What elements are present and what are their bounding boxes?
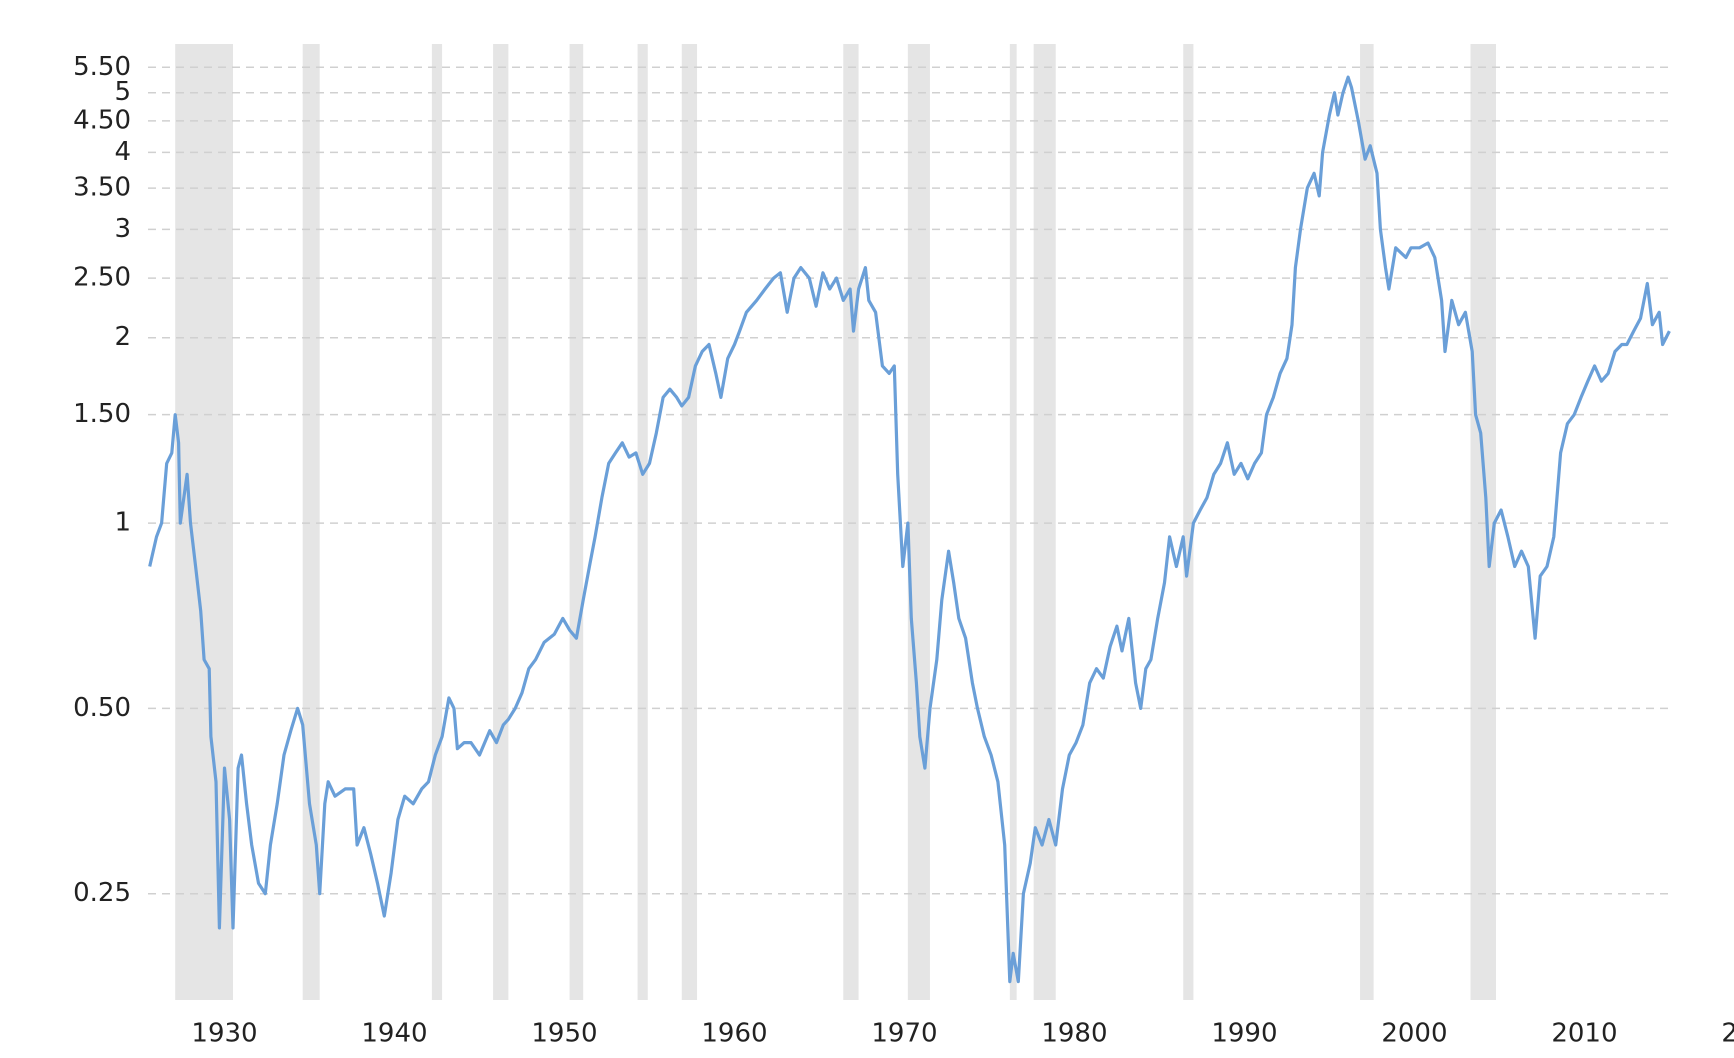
shaded-band xyxy=(1009,44,1017,1000)
y-tick-label: 3 xyxy=(114,214,131,244)
x-tick-label: 1960 xyxy=(701,1019,767,1049)
y-tick-label: 1.50 xyxy=(73,399,131,429)
shaded-band xyxy=(1360,44,1374,1000)
y-tick-label: 2.50 xyxy=(73,263,131,293)
shaded-band xyxy=(1470,44,1497,1000)
y-tick-label: 5 xyxy=(114,77,131,107)
shaded-band xyxy=(1033,44,1056,1000)
shaded-band xyxy=(1183,44,1194,1000)
x-tick-label: 2010 xyxy=(1551,1019,1617,1049)
y-tick-label: 0.50 xyxy=(73,693,131,723)
x-tick-label: 2000 xyxy=(1381,1019,1447,1049)
x-tick-label: 1930 xyxy=(191,1019,257,1049)
x-tick-label: 1980 xyxy=(1041,1019,1107,1049)
x-tick-label: 1950 xyxy=(531,1019,597,1049)
shaded-band xyxy=(637,44,648,1000)
y-tick-label: 4 xyxy=(114,137,131,167)
y-tick-label: 0.25 xyxy=(73,878,131,908)
y-tick-label: 4.50 xyxy=(73,105,131,135)
shaded-band xyxy=(681,44,698,1000)
shaded-band xyxy=(569,44,584,1000)
y-tick-label: 2 xyxy=(114,322,131,352)
x-tick-label: 1970 xyxy=(871,1019,937,1049)
data-line xyxy=(148,75,1671,984)
y-tick-label: 1 xyxy=(114,508,131,538)
x-tick-label: 2020 xyxy=(1721,1019,1734,1049)
y-tick-label: 3.50 xyxy=(73,173,131,203)
y-tick-label: 5.50 xyxy=(73,52,131,82)
shaded-band xyxy=(843,44,859,1000)
shaded-band xyxy=(431,44,443,1000)
x-tick-label: 1940 xyxy=(361,1019,427,1049)
x-tick-label: 1990 xyxy=(1211,1019,1277,1049)
shaded-band xyxy=(493,44,509,1000)
